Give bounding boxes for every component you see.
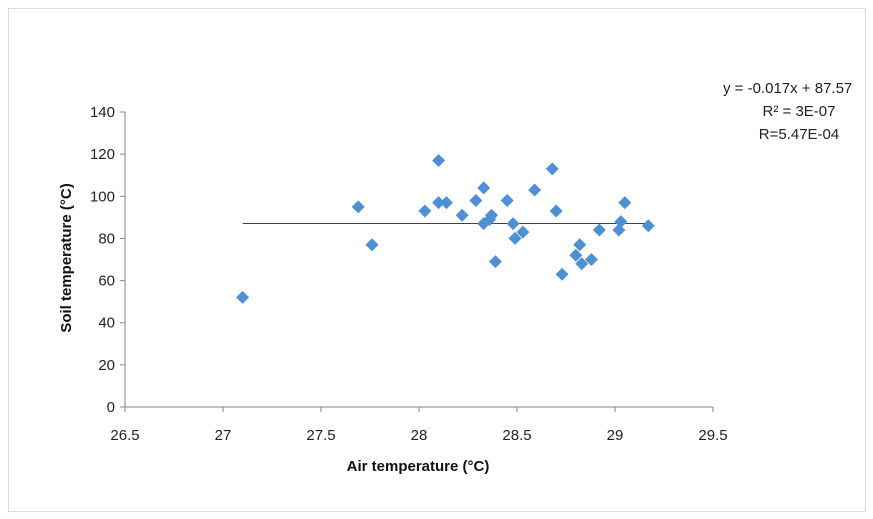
data-point [618,196,632,210]
chart-frame [8,8,866,512]
data-point [432,196,446,210]
data-point [555,267,569,281]
data-point [485,208,499,222]
data-point [592,223,606,237]
y-axis-title: Soil temperature (°C) [58,183,75,332]
trendline-equation: y = -0.017x + 87.57 [723,80,852,97]
x-tick-label: 29 [607,427,624,444]
data-point [641,219,655,233]
data-point [528,183,542,197]
data-point [584,253,598,266]
data-point [614,215,628,229]
data-point [418,204,432,218]
x-tick-label: 26.5 [110,427,139,444]
x-tick-label: 28 [411,427,428,444]
axes [120,111,714,412]
y-tick-label: 120 [90,146,115,163]
y-tick-label: 0 [107,399,115,416]
y-tick-label: 20 [98,357,115,374]
data-point [516,225,530,239]
y-tick-label: 40 [98,315,115,332]
data-point [569,248,583,262]
y-tick-label: 140 [90,104,115,121]
x-axis-title: Air temperature (°C) [347,458,490,475]
data-point [549,204,563,218]
x-tick-label: 28.5 [502,427,531,444]
trendline-r-squared: R² = 3E-07 [763,103,836,120]
data-point [455,208,469,222]
data-point [506,217,520,231]
data-point [477,181,491,195]
tick-labels: 26.5 27 27.5 28 28.5 29 29.5 0 20 40 60 80 100 120 140 [90,104,728,444]
data-point [488,255,502,269]
y-tick-label: 100 [90,188,115,205]
x-tick-label: 29.5 [698,427,727,444]
x-tick-label: 27.5 [306,427,335,444]
data-point [575,257,589,271]
data-point [573,238,587,252]
data-point [236,290,250,304]
data-point [500,194,514,207]
data-point [365,238,379,252]
x-tick-label: 27 [215,427,232,444]
data-point [469,194,483,207]
data-point [439,196,453,210]
data-point [351,200,365,214]
data-point [432,153,446,167]
trendline-r-value: R=5.47E-04 [759,126,839,143]
y-tick-label: 60 [98,273,115,290]
data-point [508,231,522,245]
y-tick-label: 80 [98,230,115,247]
data-point [545,162,559,176]
data-points [236,153,655,304]
